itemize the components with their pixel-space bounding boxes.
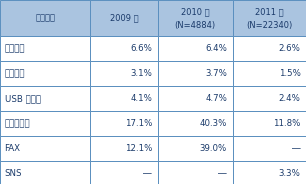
Bar	[158, 0, 233, 36]
Text: 17.1%: 17.1%	[125, 119, 152, 128]
Bar	[233, 61, 306, 86]
Text: 電子メール: 電子メール	[5, 119, 30, 128]
Text: 2011 年: 2011 年	[255, 7, 284, 16]
Text: 1.5%: 1.5%	[279, 69, 300, 78]
Bar	[0, 36, 90, 61]
Text: 39.0%: 39.0%	[200, 144, 227, 153]
Text: 3.1%: 3.1%	[130, 69, 152, 78]
Bar	[90, 111, 158, 136]
Text: 2.4%: 2.4%	[279, 94, 300, 103]
Bar	[0, 61, 90, 86]
Text: ―: ―	[292, 144, 300, 153]
Text: ―: ―	[144, 169, 152, 178]
Text: SNS: SNS	[5, 169, 22, 178]
Text: (N=22340): (N=22340)	[246, 22, 293, 31]
Text: 12.1%: 12.1%	[125, 144, 152, 153]
Bar	[90, 86, 158, 111]
Bar	[0, 0, 90, 36]
Text: ―: ―	[218, 169, 227, 178]
Text: 6.4%: 6.4%	[205, 44, 227, 53]
Text: 4.7%: 4.7%	[205, 94, 227, 103]
Text: USB メモリ: USB メモリ	[5, 94, 41, 103]
Bar	[0, 161, 90, 184]
Text: 2010 年: 2010 年	[181, 7, 209, 16]
Text: 携帯電話: 携帯電話	[5, 44, 25, 53]
Bar	[233, 86, 306, 111]
Bar	[0, 111, 90, 136]
Bar	[158, 111, 233, 136]
Bar	[158, 61, 233, 86]
Text: 2.6%: 2.6%	[279, 44, 300, 53]
Text: 6.6%: 6.6%	[130, 44, 152, 53]
Bar	[90, 61, 158, 86]
Bar	[0, 86, 90, 111]
Bar	[233, 111, 306, 136]
Bar	[233, 161, 306, 184]
Text: 2009 年: 2009 年	[110, 14, 138, 22]
Bar	[0, 136, 90, 161]
Bar	[158, 136, 233, 161]
Bar	[158, 161, 233, 184]
Bar	[90, 0, 158, 36]
Text: 4.1%: 4.1%	[130, 94, 152, 103]
Text: 40.3%: 40.3%	[200, 119, 227, 128]
Text: 11.8%: 11.8%	[273, 119, 300, 128]
Bar	[158, 36, 233, 61]
Text: (N=4884): (N=4884)	[174, 22, 216, 31]
Text: 調査対象: 調査対象	[35, 14, 55, 22]
Bar	[90, 136, 158, 161]
Bar	[233, 0, 306, 36]
Bar	[90, 161, 158, 184]
Bar	[233, 36, 306, 61]
Text: 3.3%: 3.3%	[279, 169, 300, 178]
Text: 3.7%: 3.7%	[205, 69, 227, 78]
Bar	[90, 36, 158, 61]
Bar	[233, 136, 306, 161]
Text: パソコン: パソコン	[5, 69, 25, 78]
Text: FAX: FAX	[5, 144, 21, 153]
Bar	[158, 86, 233, 111]
